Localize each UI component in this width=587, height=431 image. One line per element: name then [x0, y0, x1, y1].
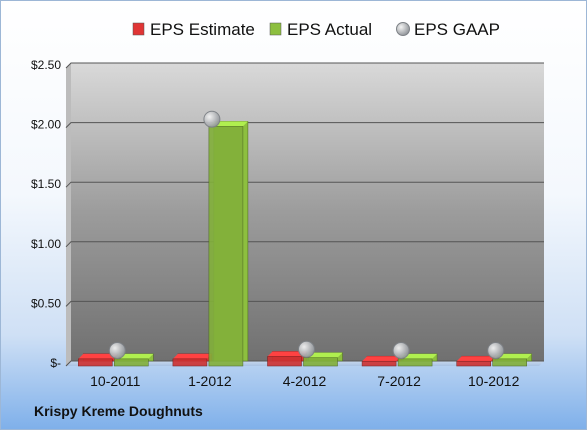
legend-swatch — [269, 22, 282, 36]
marker-eps-gaap — [392, 341, 410, 359]
y-tick-label: $- — [50, 356, 61, 370]
x-category-label: 7-2012 — [377, 373, 421, 389]
bar-eps-estimate — [361, 355, 402, 367]
x-category-label: 10-2012 — [468, 373, 520, 389]
x-category-label: 4-2012 — [283, 373, 327, 389]
company-name: Krispy Kreme Doughnuts — [34, 403, 203, 419]
gridline — [65, 241, 544, 248]
plot-side-wall — [66, 63, 71, 366]
y-tick-label: $2.50 — [31, 58, 61, 72]
gridline — [65, 300, 544, 307]
y-tick-label: $1.00 — [31, 237, 61, 251]
x-category-label: 10-2011 — [90, 373, 141, 389]
legend-label: EPS Estimate — [150, 20, 255, 39]
marker-eps-gaap — [108, 341, 126, 359]
x-category-label: 1-2012 — [188, 373, 232, 389]
y-tick-label: $0.50 — [31, 296, 61, 310]
legend-swatch — [132, 22, 145, 36]
bar-eps-actual — [208, 121, 249, 367]
marker-eps-gaap — [487, 341, 505, 359]
gridline — [65, 62, 544, 69]
y-tick-label: $2.00 — [31, 118, 61, 132]
plot-back-wall — [71, 63, 544, 361]
bar-eps-estimate — [456, 355, 497, 367]
marker-eps-gaap — [298, 340, 315, 358]
legend-marker-gaap — [396, 22, 410, 36]
gridline — [65, 122, 544, 128]
legend-label: EPS Actual — [287, 20, 372, 39]
legend-label: EPS GAAP — [414, 20, 500, 39]
bar-eps-estimate — [172, 353, 213, 367]
y-tick-label: $1.50 — [31, 177, 61, 191]
marker-eps-gaap — [203, 110, 221, 128]
gridline — [65, 181, 544, 188]
